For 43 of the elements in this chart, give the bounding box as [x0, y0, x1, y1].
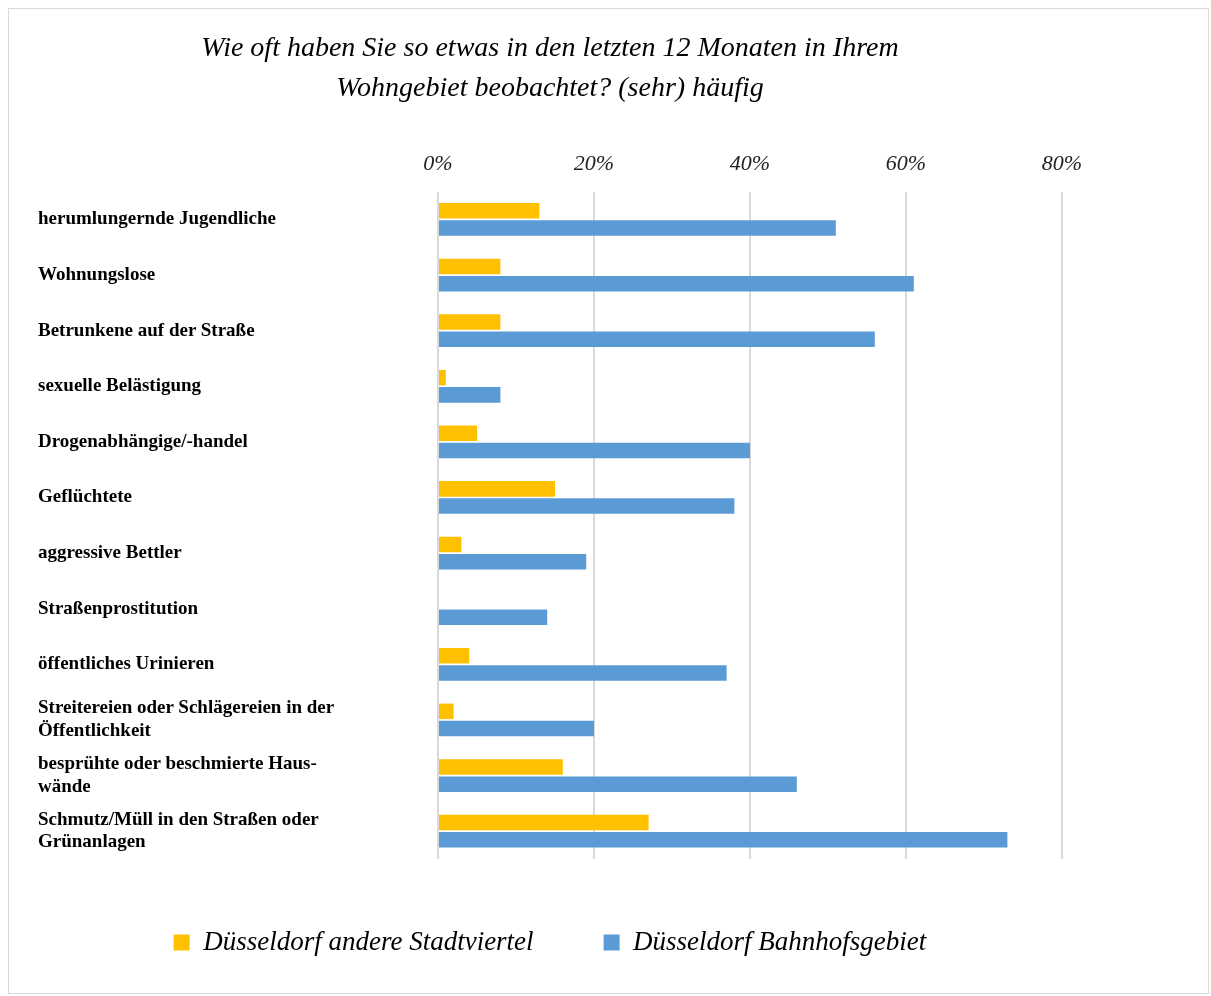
y-tick-label: Wohnungslose: [38, 262, 156, 284]
bar: [439, 665, 727, 681]
y-tick-label: Schmutz/Müll in den Straßen oder Grünanlagen: [38, 807, 320, 852]
bar: [439, 425, 477, 442]
bar: [439, 258, 501, 275]
bar: [439, 703, 454, 720]
x-tick-label: 60%: [885, 150, 927, 176]
bar: [439, 387, 501, 403]
y-tick-label: besprühte oder beschmierte Haus-wände: [38, 752, 317, 796]
y-tick-label: Streitereien oder Schlägereien in der Öffentlichkeit: [38, 696, 335, 741]
x-tick-label: 0%: [423, 150, 453, 176]
bar: [439, 553, 587, 570]
bar: [439, 498, 735, 514]
y-tick-label: aggressive Bettler: [38, 541, 183, 563]
bar: [439, 203, 540, 219]
bar: [439, 609, 548, 626]
bar: [439, 442, 750, 459]
bar: [439, 832, 1008, 848]
bar: [439, 647, 470, 664]
bar: [439, 275, 914, 292]
bar: [439, 481, 555, 497]
x-tick-label: 40%: [729, 150, 771, 176]
y-tick-label: sexuelle Belästigung: [38, 374, 202, 396]
bar: [439, 776, 797, 792]
x-tick-label: 80%: [1041, 150, 1083, 176]
y-tick-label: öffentliches Urinieren: [38, 652, 215, 674]
y-tick-label: Straßenprostitution: [38, 596, 199, 618]
bar: [439, 814, 649, 831]
bar: [439, 759, 563, 775]
y-tick-label: Betrunkene auf der Straße: [38, 318, 255, 340]
bar: [439, 536, 462, 553]
y-tick-label: Geflüchtete: [38, 485, 132, 507]
bar: [439, 220, 836, 236]
y-tick-label: Drogenabhängige/-handel: [38, 429, 248, 451]
bar: [439, 369, 446, 386]
chart-title: Wie oft haben Sie so etwas in den letzten 12 Monaten in Ihrem Wohngebiet beobachtet? (sehr) häufig: [201, 30, 899, 103]
legend-label: Düsseldorf andere Stadtviertel: [202, 925, 534, 956]
x-tick-label: 20%: [573, 150, 615, 176]
legend-label: Düsseldorf Bahnhofsgebiet: [632, 925, 928, 956]
bar: [439, 720, 594, 737]
bar: [439, 314, 501, 330]
bar: [439, 331, 875, 348]
y-tick-label: herumlungernde Jugendliche: [38, 207, 277, 229]
